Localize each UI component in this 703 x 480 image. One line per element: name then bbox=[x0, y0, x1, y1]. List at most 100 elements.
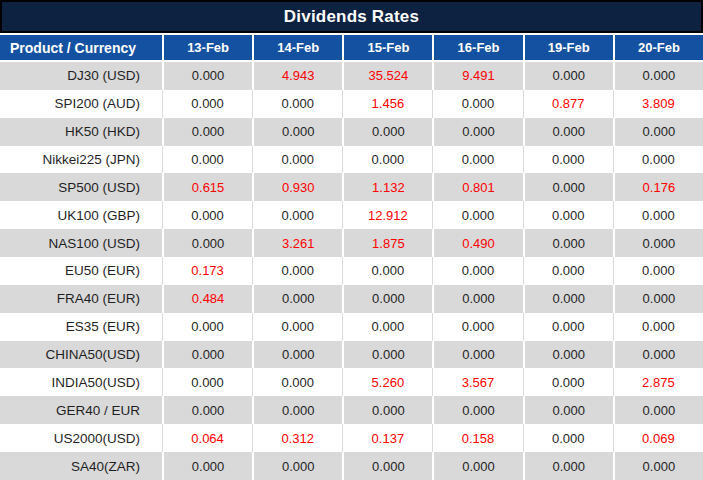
dividends-rates-panel: Dividends Rates Product / Currency13-Feb… bbox=[0, 0, 703, 480]
table-row: CHINA50(USD)0.0000.0000.0000.0000.0000.0… bbox=[0, 341, 703, 369]
value-cell: 0.000 bbox=[523, 424, 613, 452]
value-cell: 0.000 bbox=[432, 201, 522, 229]
value-cell: 0.000 bbox=[162, 452, 252, 480]
value-cell: 35.524 bbox=[342, 62, 432, 90]
value-cell: 0.000 bbox=[613, 452, 703, 480]
header-row: Product / Currency13-Feb14-Feb15-Feb16-F… bbox=[0, 35, 703, 62]
table-row: SA40(ZAR)0.0000.0000.0000.0000.0000.000 bbox=[0, 452, 703, 480]
value-cell: 0.000 bbox=[523, 341, 613, 369]
value-cell: 1.132 bbox=[342, 173, 432, 201]
value-cell: 0.000 bbox=[613, 396, 703, 424]
value-cell: 0.000 bbox=[613, 146, 703, 174]
value-cell: 0.000 bbox=[162, 368, 252, 396]
value-cell: 0.069 bbox=[613, 424, 703, 452]
column-header: 16-Feb bbox=[432, 35, 522, 62]
column-header: Product / Currency bbox=[0, 35, 162, 62]
value-cell: 0.000 bbox=[252, 90, 342, 118]
value-cell: 0.000 bbox=[523, 118, 613, 146]
value-cell: 0.000 bbox=[523, 173, 613, 201]
value-cell: 0.000 bbox=[432, 285, 522, 313]
value-cell: 0.615 bbox=[162, 173, 252, 201]
value-cell: 0.000 bbox=[613, 118, 703, 146]
value-cell: 0.000 bbox=[432, 452, 522, 480]
column-header: 15-Feb bbox=[342, 35, 432, 62]
value-cell: 9.491 bbox=[432, 62, 522, 90]
value-cell: 0.176 bbox=[613, 173, 703, 201]
value-cell: 0.000 bbox=[252, 257, 342, 285]
value-cell: 0.000 bbox=[613, 62, 703, 90]
value-cell: 3.567 bbox=[432, 368, 522, 396]
product-label-cell: EU50 (EUR) bbox=[0, 257, 162, 285]
value-cell: 0.000 bbox=[342, 341, 432, 369]
value-cell: 0.000 bbox=[342, 146, 432, 174]
product-label-cell: GER40 / EUR bbox=[0, 396, 162, 424]
product-label-cell: SPI200 (AUD) bbox=[0, 90, 162, 118]
value-cell: 1.456 bbox=[342, 90, 432, 118]
value-cell: 0.000 bbox=[252, 118, 342, 146]
product-label-cell: FRA40 (EUR) bbox=[0, 285, 162, 313]
value-cell: 0.000 bbox=[613, 313, 703, 341]
value-cell: 0.000 bbox=[342, 452, 432, 480]
value-cell: 0.000 bbox=[523, 452, 613, 480]
table-title-bar: Dividends Rates bbox=[0, 0, 703, 33]
value-cell: 0.000 bbox=[432, 118, 522, 146]
table-row: FRA40 (EUR)0.4840.0000.0000.0000.0000.00… bbox=[0, 285, 703, 313]
value-cell: 0.000 bbox=[342, 313, 432, 341]
value-cell: 0.000 bbox=[523, 313, 613, 341]
table-row: US2000(USD)0.0640.3120.1370.1580.0000.06… bbox=[0, 424, 703, 452]
value-cell: 0.000 bbox=[252, 201, 342, 229]
product-label-cell: ES35 (EUR) bbox=[0, 313, 162, 341]
value-cell: 0.000 bbox=[523, 229, 613, 257]
value-cell: 0.000 bbox=[432, 257, 522, 285]
product-label-cell: DJ30 (USD) bbox=[0, 62, 162, 90]
value-cell: 0.000 bbox=[162, 118, 252, 146]
value-cell: 2.875 bbox=[613, 368, 703, 396]
value-cell: 0.000 bbox=[162, 201, 252, 229]
value-cell: 0.877 bbox=[523, 90, 613, 118]
table-row: SP500 (USD)0.6150.9301.1320.8010.0000.17… bbox=[0, 173, 703, 201]
value-cell: 0.000 bbox=[342, 118, 432, 146]
product-label-cell: SP500 (USD) bbox=[0, 173, 162, 201]
value-cell: 0.000 bbox=[523, 62, 613, 90]
table-row: ES35 (EUR)0.0000.0000.0000.0000.0000.000 bbox=[0, 313, 703, 341]
value-cell: 0.000 bbox=[523, 368, 613, 396]
value-cell: 0.000 bbox=[252, 146, 342, 174]
value-cell: 0.000 bbox=[432, 341, 522, 369]
value-cell: 0.000 bbox=[162, 229, 252, 257]
value-cell: 0.801 bbox=[432, 173, 522, 201]
value-cell: 0.000 bbox=[162, 313, 252, 341]
value-cell: 0.484 bbox=[162, 285, 252, 313]
product-label-cell: US2000(USD) bbox=[0, 424, 162, 452]
table-row: NAS100 (USD)0.0003.2611.8750.4900.0000.0… bbox=[0, 229, 703, 257]
value-cell: 0.000 bbox=[252, 341, 342, 369]
table-row: HK50 (HKD)0.0000.0000.0000.0000.0000.000 bbox=[0, 118, 703, 146]
value-cell: 0.000 bbox=[613, 229, 703, 257]
value-cell: 3.261 bbox=[252, 229, 342, 257]
value-cell: 0.000 bbox=[252, 313, 342, 341]
value-cell: 0.158 bbox=[432, 424, 522, 452]
product-label-cell: SA40(ZAR) bbox=[0, 452, 162, 480]
value-cell: 0.490 bbox=[432, 229, 522, 257]
value-cell: 4.943 bbox=[252, 62, 342, 90]
table-row: GER40 / EUR0.0000.0000.0000.0000.0000.00… bbox=[0, 396, 703, 424]
dividends-table: Product / Currency13-Feb14-Feb15-Feb16-F… bbox=[0, 35, 703, 480]
value-cell: 0.000 bbox=[162, 396, 252, 424]
value-cell: 0.000 bbox=[432, 396, 522, 424]
value-cell: 0.000 bbox=[162, 90, 252, 118]
value-cell: 0.000 bbox=[613, 285, 703, 313]
value-cell: 0.000 bbox=[252, 285, 342, 313]
value-cell: 5.260 bbox=[342, 368, 432, 396]
value-cell: 0.000 bbox=[613, 201, 703, 229]
product-label-cell: INDIA50(USD) bbox=[0, 368, 162, 396]
value-cell: 0.000 bbox=[162, 341, 252, 369]
value-cell: 0.000 bbox=[523, 285, 613, 313]
value-cell: 0.000 bbox=[432, 146, 522, 174]
value-cell: 0.000 bbox=[162, 62, 252, 90]
page-title: Dividends Rates bbox=[284, 7, 419, 27]
value-cell: 0.000 bbox=[613, 257, 703, 285]
table-row: DJ30 (USD)0.0004.94335.5249.4910.0000.00… bbox=[0, 62, 703, 90]
value-cell: 0.000 bbox=[252, 452, 342, 480]
column-header: 13-Feb bbox=[162, 35, 252, 62]
value-cell: 0.000 bbox=[432, 313, 522, 341]
value-cell: 0.137 bbox=[342, 424, 432, 452]
